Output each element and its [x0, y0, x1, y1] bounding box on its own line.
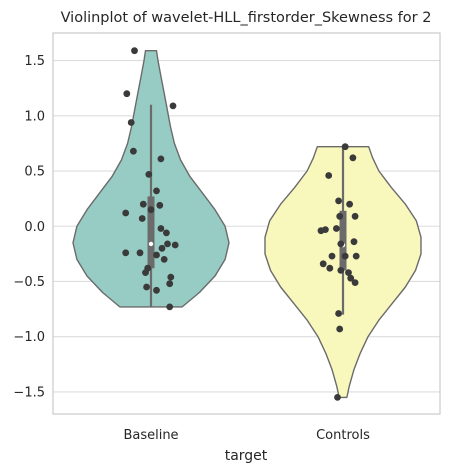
- strip-point: [326, 264, 334, 272]
- strip-point: [153, 251, 160, 259]
- strip-point: [336, 325, 344, 333]
- strip-point: [153, 187, 160, 195]
- strip-point: [333, 225, 340, 232]
- strip-point: [138, 215, 146, 222]
- y-tick-label: 1.5: [24, 54, 45, 69]
- strip-point: [158, 244, 166, 252]
- strip-point: [351, 279, 359, 286]
- strip-point: [157, 155, 165, 163]
- strip-point: [163, 229, 170, 237]
- strip-point: [166, 303, 174, 311]
- violin-iqr-box: [339, 210, 347, 271]
- y-tick-label: −1.0: [13, 330, 45, 345]
- strip-point: [349, 154, 357, 162]
- y-tick-label: 1.0: [24, 109, 45, 124]
- strip-point: [337, 240, 345, 248]
- strip-point: [164, 240, 171, 248]
- strip-point: [169, 102, 177, 110]
- strip-point: [160, 256, 168, 263]
- x-axis-title: target: [225, 448, 268, 464]
- strip-point: [347, 274, 355, 282]
- strip-point: [341, 252, 349, 260]
- strip-point: [351, 212, 359, 220]
- strip-point: [127, 119, 135, 126]
- axes: −1.5 −1.0 −0.5 0.0 0.5 1.0 1.5 Baseline Controls: [13, 54, 370, 443]
- strip-point: [123, 90, 131, 98]
- strip-point: [337, 267, 345, 274]
- strip-point: [317, 227, 325, 235]
- strip-point: [319, 260, 327, 268]
- strip-point: [336, 212, 344, 220]
- strip-point: [345, 269, 352, 276]
- strip-point: [166, 280, 174, 288]
- y-tick-label: 0.5: [24, 165, 45, 180]
- strip-point: [136, 249, 144, 257]
- x-tick-label: Baseline: [123, 428, 178, 443]
- strip-point: [153, 286, 160, 294]
- violins: [72, 50, 422, 399]
- violin-iqr-box: [147, 196, 155, 269]
- strip-point: [142, 269, 149, 276]
- strip-point: [139, 200, 147, 208]
- strip-point: [346, 200, 353, 208]
- strip-point: [335, 310, 342, 317]
- strip-point: [335, 197, 342, 205]
- strip-point: [131, 47, 138, 55]
- strip-point: [130, 147, 137, 155]
- strip-point: [352, 252, 360, 260]
- strip-point: [147, 206, 155, 214]
- violin-median: [148, 241, 154, 247]
- y-tick-label: 0.0: [24, 220, 45, 235]
- strip-point: [157, 225, 165, 232]
- strip-point: [328, 252, 336, 260]
- strip-point: [156, 201, 164, 209]
- y-tick-label: −1.5: [13, 385, 45, 400]
- chart-title: Violinplot of wavelet-HLL_firstorder_Ske…: [61, 10, 432, 26]
- strip-point: [122, 249, 130, 257]
- strip-point: [167, 273, 175, 281]
- y-tick-label: −0.5: [13, 275, 45, 290]
- strip-point: [341, 143, 349, 151]
- strip-point: [171, 241, 179, 249]
- strip-point: [325, 172, 333, 179]
- strip-point: [350, 238, 358, 246]
- strip-point: [334, 394, 341, 401]
- strip-point: [145, 171, 153, 178]
- x-tick-label: Controls: [316, 428, 370, 443]
- strip-points: [122, 47, 360, 401]
- strip-point: [143, 283, 151, 291]
- strip-point: [122, 209, 130, 217]
- plot-frame: [52, 32, 441, 415]
